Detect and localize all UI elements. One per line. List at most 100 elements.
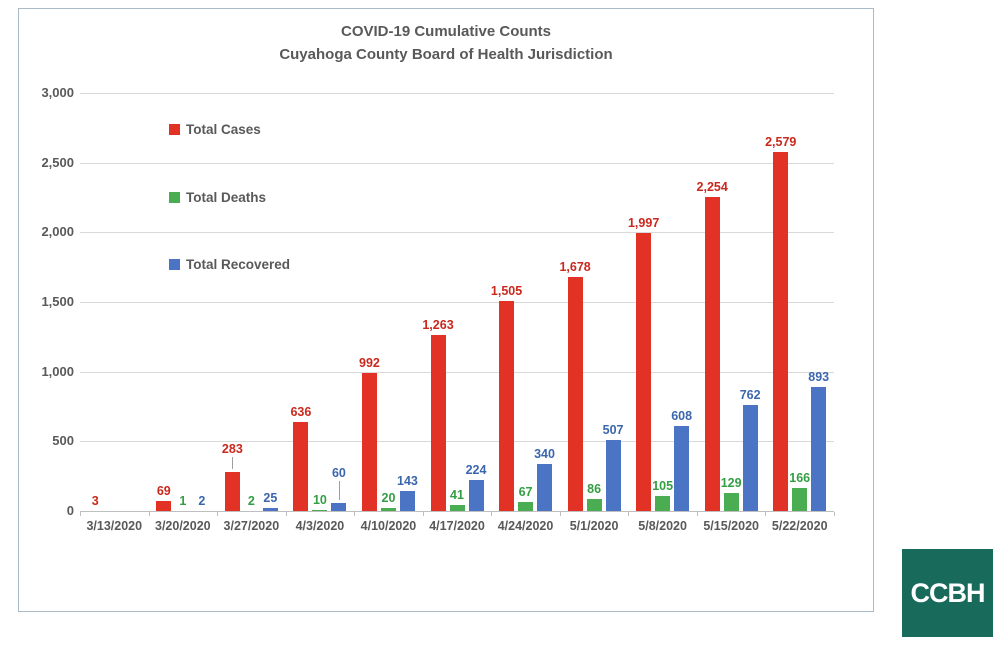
y-axis-tick-label: 2,500 <box>41 154 74 170</box>
x-axis-category-label: 5/15/2020 <box>703 519 759 533</box>
bar-total-cases <box>156 501 172 511</box>
bar-value-label: 86 <box>587 482 602 497</box>
bar-total-cases <box>704 196 720 511</box>
bar-total-recovered <box>742 404 758 511</box>
x-axis-tick <box>765 512 767 516</box>
x-axis-category-label: 5/22/2020 <box>771 519 828 533</box>
bar-value-label: 2,254 <box>696 179 728 194</box>
x-axis-tick <box>422 512 424 516</box>
plot-area: 0 500 1,000 1,500 2,000 2,500 3,000 3/13/2020 3/… <box>19 9 875 613</box>
bar-total-cases <box>499 301 515 511</box>
bar-value-label: 143 <box>397 474 418 489</box>
y-axis-tick-label: 2,000 <box>41 224 74 240</box>
chart-title-line-1: COVID-19 Cumulative Counts <box>340 23 552 40</box>
x-axis-tick <box>559 512 561 516</box>
chart-frame: COVID-19 Cumulative Counts Cuyahoga Coun… <box>18 8 874 612</box>
bar-total-recovered <box>399 491 415 511</box>
bar-value-label: 41 <box>450 488 464 503</box>
bar-value-label: 224 <box>465 462 487 477</box>
bar-value-label: 166 <box>789 470 811 485</box>
bar-value-label: 1,263 <box>422 318 454 333</box>
gridline <box>80 371 834 373</box>
bar-value-label: 608 <box>671 409 693 424</box>
ccbh-logo-text: CCBH <box>910 577 986 608</box>
gridline <box>80 232 834 234</box>
legend-color-swatch <box>169 191 180 203</box>
gridline <box>80 441 834 443</box>
x-axis-category-label: 5/1/2020 <box>569 519 619 533</box>
bar-value-label: 10 <box>312 492 327 507</box>
bar-total-deaths <box>655 496 671 511</box>
x-axis-category-label: 5/8/2020 <box>638 519 687 533</box>
x-axis-tick <box>491 512 493 516</box>
bar-value-label: 2 <box>247 493 255 508</box>
bar-value-label: 283 <box>221 441 243 456</box>
bar-value-label: 992 <box>359 355 380 370</box>
bar-total-cases <box>224 471 240 511</box>
legend-item-total-deaths: Total Deaths <box>169 190 266 205</box>
y-axis-tick-label: 1,000 <box>41 363 74 379</box>
bar-value-label: 69 <box>156 484 171 499</box>
bar-total-cases <box>636 232 652 511</box>
gridline <box>80 93 834 94</box>
bar-value-label: 60 <box>331 465 346 480</box>
x-axis-tick <box>696 512 698 516</box>
bar-value-label: 636 <box>290 405 312 420</box>
x-axis-line <box>80 511 834 512</box>
bar-value-label: 1,505 <box>490 284 523 299</box>
ccbh-logo: CCBH <box>902 549 993 637</box>
bar-total-recovered <box>262 507 278 511</box>
legend-label: Total Deaths <box>186 189 267 205</box>
bar-total-deaths <box>792 487 808 511</box>
x-axis-tick <box>285 512 287 516</box>
bar-value-label: 67 <box>518 484 533 499</box>
bar-total-cases <box>361 372 377 511</box>
bar-value-label: 507 <box>602 423 624 438</box>
bar-total-deaths <box>449 505 465 511</box>
x-axis-category-label: 4/24/2020 <box>497 519 554 533</box>
x-axis-category-label: 3/27/2020 <box>223 519 280 533</box>
x-axis-tick <box>217 512 219 516</box>
bar-value-label: 1,678 <box>559 260 591 275</box>
x-axis-category-label: 4/17/2020 <box>429 519 485 533</box>
gridline <box>80 302 834 303</box>
bar-value-label: 762 <box>739 387 761 402</box>
bar-value-label: 3 <box>91 493 99 508</box>
bar-total-cases <box>293 422 309 511</box>
x-axis-tick <box>148 512 150 516</box>
legend-color-swatch <box>169 259 180 270</box>
y-axis-tick-label: 1,500 <box>41 294 74 309</box>
bar-total-recovered <box>537 463 553 511</box>
bar-total-cases <box>430 335 446 511</box>
y-axis-tick-label: 500 <box>52 433 74 449</box>
x-axis-tick <box>628 512 630 516</box>
x-axis-category-label: 3/13/2020 <box>86 519 143 533</box>
legend-item-total-cases: Total Cases <box>169 122 261 137</box>
bar-total-deaths <box>380 508 396 511</box>
bar-total-deaths <box>723 493 739 511</box>
x-axis-tick <box>834 512 835 516</box>
bar-value-label: 1 <box>179 493 187 508</box>
y-axis-tick-label: 0 <box>66 503 74 518</box>
x-axis-category-label: 3/20/2020 <box>155 519 211 533</box>
bar-value-label: 129 <box>720 476 742 491</box>
bar-total-recovered <box>468 479 484 511</box>
chart-title-line-2: Cuyahoga County Board of Health Jurisdic… <box>279 46 613 63</box>
x-axis-tick <box>80 512 81 516</box>
y-axis-tick-label: 3,000 <box>41 85 74 100</box>
bar-value-label: 1,997 <box>627 215 660 230</box>
bar-total-recovered <box>331 502 347 511</box>
bar-total-recovered <box>605 440 621 511</box>
bar-value-label: 25 <box>263 490 278 505</box>
bar-total-cases <box>567 277 583 511</box>
bar-value-label: 893 <box>808 369 830 384</box>
label-leader-line <box>338 480 340 500</box>
bar-total-deaths <box>586 499 602 511</box>
x-axis-tick <box>354 512 356 516</box>
bar-value-label: 2,579 <box>765 134 797 149</box>
bar-total-recovered <box>811 386 827 511</box>
x-axis-category-label: 4/10/2020 <box>360 519 417 533</box>
bar-value-label: 20 <box>381 491 396 506</box>
legend-item-total-recovered: Total Recovered <box>169 257 290 272</box>
x-axis-category-label: 4/3/2020 <box>295 519 345 533</box>
